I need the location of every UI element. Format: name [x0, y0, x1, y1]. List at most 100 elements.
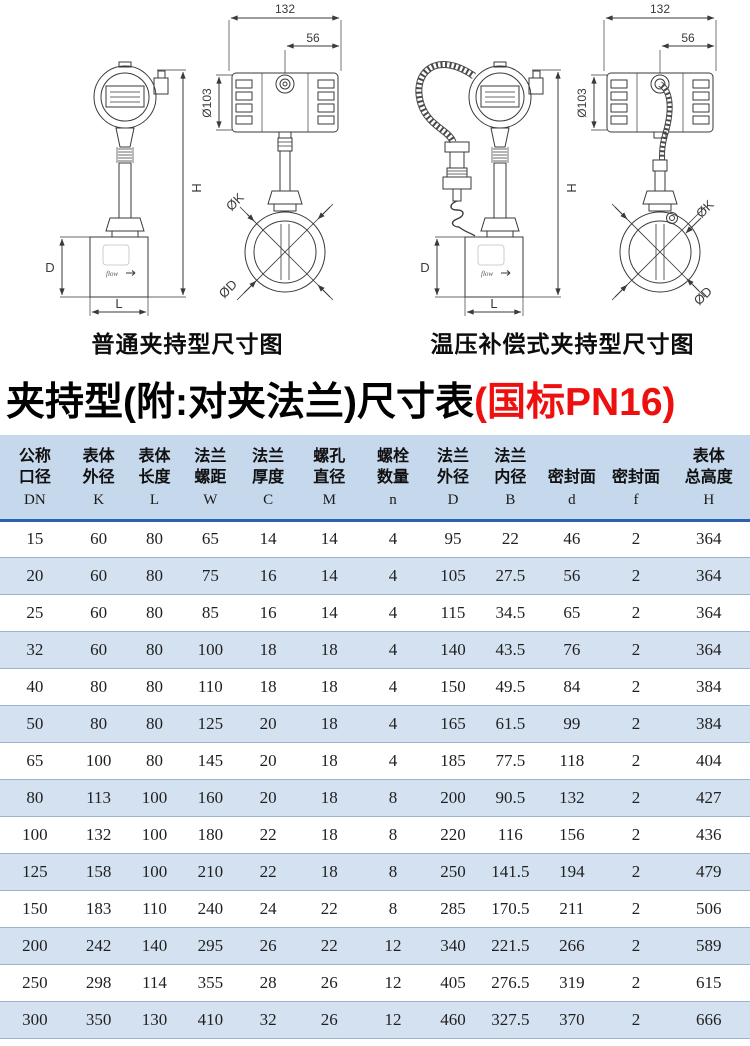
cell: 150 [22, 898, 48, 918]
table-row-dn-50: 50 80 80 125 20 18 4 165 61.5 99 2 384 [0, 705, 750, 742]
dim-body-length [89, 297, 149, 316]
cell: 384 [695, 676, 722, 696]
dim-total-height [148, 69, 186, 298]
cell: 34.5 [495, 602, 526, 622]
cell: 14 [259, 529, 277, 548]
dim-56-label: 56 [681, 31, 695, 45]
dim-OD-label: ØD [691, 284, 715, 308]
cell: 295 [197, 935, 224, 955]
dim-dia103-label: Ø103 [575, 88, 589, 118]
cell: 125 [197, 713, 224, 733]
dim-D-label: D [420, 260, 429, 275]
cell: 14 [320, 602, 338, 622]
cell: 100 [197, 639, 224, 659]
cell: 125 [22, 861, 48, 881]
compensation-hose-assembly [415, 61, 477, 237]
front-view [464, 61, 544, 298]
cell: 250 [440, 861, 466, 881]
cell: 210 [197, 861, 224, 881]
cell: 60 [90, 565, 108, 585]
cell: 80 [146, 713, 163, 733]
cell: 200 [22, 935, 48, 955]
cell: 25 [26, 602, 44, 622]
compensated-clamp-panel: flow 132 56 Ø103 H D L ØK ØD 温压补偿式夹持型尺寸图 [375, 0, 750, 362]
cell: 2 [631, 713, 641, 733]
column-header-d: 密封面 d [547, 469, 596, 508]
cell: 80 [146, 639, 163, 659]
table-row-dn-20: 20 60 80 75 16 14 4 105 27.5 56 2 364 [0, 557, 750, 594]
cell: 110 [142, 898, 167, 918]
cell: 80 [146, 565, 163, 585]
cell: 2 [631, 824, 641, 844]
cell: 460 [440, 1009, 466, 1029]
side-view [231, 72, 339, 293]
column-header-K: 表体 外径 K [82, 448, 115, 508]
cell: 404 [695, 750, 722, 770]
column-header-D: 法兰 外径 D [436, 448, 469, 508]
cell: 185 [440, 750, 466, 770]
cell: 95 [444, 529, 462, 548]
cell: 364 [695, 565, 722, 585]
cell: 220 [440, 824, 466, 844]
table-row-dn-25: 25 60 80 85 16 14 4 115 34.5 65 2 364 [0, 594, 750, 631]
cell: 145 [197, 750, 224, 770]
cell: 99 [563, 713, 581, 733]
title-main: 夹持型(附:对夹法兰)尺寸表 [6, 380, 474, 424]
cell: 20 [259, 713, 277, 733]
cell: 22 [320, 898, 338, 918]
flow-label: flow [106, 270, 118, 278]
cell: 436 [695, 824, 722, 844]
cell: 80 [26, 787, 44, 807]
cell: 615 [695, 972, 722, 992]
cell: 183 [85, 898, 112, 918]
cell: 141.5 [491, 861, 530, 881]
cell: 132 [85, 824, 112, 844]
cell: 22 [501, 529, 519, 548]
flow-label: flow [481, 270, 493, 278]
cell: 170.5 [491, 898, 530, 918]
cell: 76 [563, 639, 581, 659]
column-header-B: 法兰 内径 B [494, 448, 527, 508]
table-row-dn-250: 250 298 114 355 28 26 12 405 276.5 319 2 615 [0, 964, 750, 1001]
dim-body-length [464, 297, 524, 316]
cell: 22 [320, 935, 338, 955]
cell: 200 [440, 787, 466, 807]
cell: 49.5 [495, 676, 526, 696]
caption-ordinary: 普通夹持型尺寸图 [91, 331, 284, 357]
cell: 140 [440, 639, 466, 659]
cell: 18 [320, 676, 338, 696]
table-row-dn-150: 150 183 110 240 24 22 8 285 170.5 211 2 506 [0, 890, 750, 927]
cell: 405 [440, 972, 466, 992]
cell: 27.5 [495, 565, 526, 585]
cell: 18 [259, 676, 277, 696]
cell: 18 [320, 787, 338, 807]
dim-housing-dia [216, 74, 232, 131]
cell: 50 [26, 713, 44, 733]
cell: 84 [563, 676, 581, 696]
dim-dia103-label: Ø103 [200, 88, 214, 118]
cell: 4 [388, 529, 398, 548]
side-view [606, 72, 714, 293]
cell: 2 [631, 529, 641, 548]
cell: 80 [146, 529, 163, 548]
cell: 2 [631, 602, 641, 622]
cell: 20 [26, 565, 44, 585]
cell: 75 [201, 565, 219, 585]
cell: 90.5 [495, 787, 526, 807]
cell: 20 [259, 787, 277, 807]
dim-port-offset [284, 43, 340, 73]
cell: 2 [631, 861, 641, 881]
cell: 85 [201, 602, 219, 622]
dim-L-label: L [490, 296, 497, 311]
dim-OD-label: ØD [216, 277, 240, 301]
dim-132-label: 132 [275, 2, 295, 16]
cell: 24 [259, 898, 277, 918]
cell: 22 [259, 861, 277, 881]
dim-body-height [59, 236, 90, 298]
diagram-section: flow 132 56 Ø103 H D L ØK ØD 普通夹持型尺寸图 [0, 0, 750, 362]
cell: 26 [320, 972, 338, 992]
cell: 114 [142, 972, 167, 992]
cell: 60 [90, 529, 108, 548]
ordinary-clamp-panel: flow 132 56 Ø103 H D L ØK ØD 普通夹持型尺寸图 [0, 0, 375, 362]
dim-housing-dia [591, 74, 607, 131]
